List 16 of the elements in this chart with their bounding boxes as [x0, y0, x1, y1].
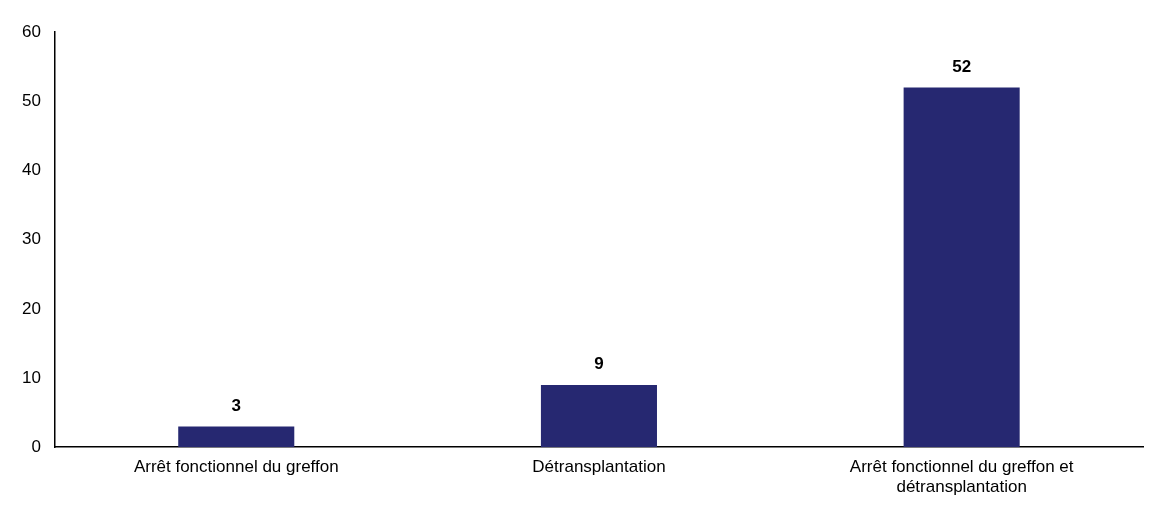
y-tick-label: 50 [21, 91, 41, 111]
x-tick-label: Détransplantation [532, 457, 666, 477]
y-tick-label: 20 [21, 298, 41, 318]
x-tick-label: Arrêt fonctionnel du greffon et détransplantation [849, 457, 1074, 497]
y-tick-label: 0 [31, 436, 41, 456]
y-tick-label: 10 [21, 367, 41, 387]
data-label: 52 [952, 56, 972, 76]
y-tick-label: 30 [21, 229, 41, 249]
y-tick-label: 60 [21, 21, 41, 41]
x-tick-label: Arrêt fonctionnel du greffon [133, 457, 339, 477]
bar [903, 87, 1020, 448]
bar [178, 426, 295, 448]
data-label: 3 [231, 395, 241, 415]
bar [540, 384, 657, 448]
data-label: 9 [594, 354, 604, 374]
y-tick-label: 40 [21, 160, 41, 180]
